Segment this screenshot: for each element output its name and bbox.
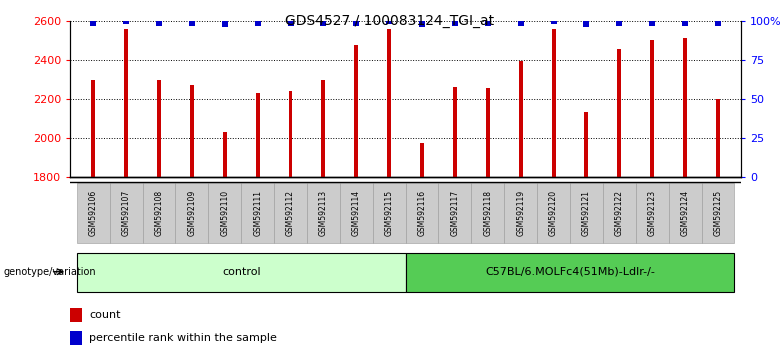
Bar — [354, 45, 358, 177]
Bar — [603, 183, 636, 243]
Bar — [668, 183, 701, 243]
Bar — [321, 80, 325, 177]
Point — [613, 20, 626, 25]
Point — [218, 22, 231, 27]
Bar — [76, 183, 110, 243]
Point — [515, 20, 527, 25]
Text: GSM592125: GSM592125 — [714, 190, 722, 236]
Text: GSM592119: GSM592119 — [516, 190, 525, 236]
Point — [711, 20, 724, 25]
Text: GSM592110: GSM592110 — [220, 190, 229, 236]
Text: GSM592121: GSM592121 — [582, 190, 591, 236]
Bar — [223, 132, 227, 177]
Bar — [716, 99, 720, 177]
Text: genotype/variation: genotype/variation — [4, 267, 97, 277]
Bar — [406, 183, 438, 243]
Point — [120, 18, 133, 24]
Bar — [636, 183, 668, 243]
Text: GSM592114: GSM592114 — [352, 190, 361, 236]
Bar — [420, 143, 424, 177]
Point — [153, 20, 165, 25]
Bar — [256, 93, 260, 177]
Bar — [683, 38, 687, 177]
Bar — [453, 87, 457, 177]
Text: GSM592111: GSM592111 — [254, 190, 262, 236]
Point — [186, 20, 198, 25]
Point — [350, 20, 363, 25]
Bar — [701, 183, 735, 243]
Bar — [504, 183, 537, 243]
Point — [284, 20, 296, 25]
Bar — [373, 183, 406, 243]
Bar — [274, 183, 307, 243]
Bar — [70, 308, 82, 322]
Bar — [91, 80, 95, 177]
Text: GDS4527 / 100083124_TGI_at: GDS4527 / 100083124_TGI_at — [285, 14, 495, 28]
Text: GSM592109: GSM592109 — [187, 190, 197, 236]
Bar — [176, 183, 208, 243]
Bar — [157, 80, 161, 177]
Text: GSM592124: GSM592124 — [681, 190, 690, 236]
Bar — [570, 183, 603, 243]
Bar — [241, 183, 274, 243]
Bar — [438, 183, 471, 243]
Bar — [124, 29, 128, 177]
Point — [448, 20, 461, 25]
Bar — [190, 85, 194, 177]
Bar — [406, 253, 735, 292]
Text: GSM592120: GSM592120 — [549, 190, 558, 236]
Text: GSM592122: GSM592122 — [615, 190, 624, 236]
Point — [548, 18, 560, 24]
Text: GSM592115: GSM592115 — [385, 190, 394, 236]
Text: GSM592123: GSM592123 — [647, 190, 657, 236]
Text: GSM592112: GSM592112 — [286, 190, 295, 236]
Text: GSM592118: GSM592118 — [484, 190, 492, 236]
Bar — [584, 112, 588, 177]
Text: GSM592113: GSM592113 — [319, 190, 328, 236]
Text: GSM592106: GSM592106 — [89, 190, 98, 236]
Text: GSM592107: GSM592107 — [122, 190, 130, 236]
Bar — [70, 331, 82, 344]
Bar — [519, 61, 523, 177]
Bar — [289, 91, 292, 177]
Bar — [651, 40, 654, 177]
Point — [383, 18, 395, 24]
Point — [87, 20, 100, 25]
Bar — [340, 183, 373, 243]
Bar — [307, 183, 340, 243]
Text: GSM592108: GSM592108 — [154, 190, 164, 236]
Text: GSM592116: GSM592116 — [417, 190, 427, 236]
Point — [251, 20, 264, 25]
Bar — [387, 29, 391, 177]
Bar — [471, 183, 504, 243]
Bar — [486, 88, 490, 177]
Bar — [617, 50, 622, 177]
Text: count: count — [89, 310, 120, 320]
Text: GSM592117: GSM592117 — [450, 190, 459, 236]
Bar — [551, 29, 555, 177]
Bar — [110, 183, 143, 243]
Point — [317, 20, 330, 25]
Text: C57BL/6.MOLFc4(51Mb)-Ldlr-/-: C57BL/6.MOLFc4(51Mb)-Ldlr-/- — [485, 267, 655, 277]
Bar — [208, 183, 241, 243]
Text: control: control — [222, 267, 261, 277]
Point — [580, 22, 593, 27]
Point — [416, 22, 428, 27]
Point — [679, 20, 691, 25]
Text: percentile rank within the sample: percentile rank within the sample — [89, 332, 277, 343]
Bar — [76, 253, 406, 292]
Point — [481, 20, 494, 25]
Bar — [537, 183, 570, 243]
Bar — [143, 183, 176, 243]
Point — [646, 20, 658, 25]
